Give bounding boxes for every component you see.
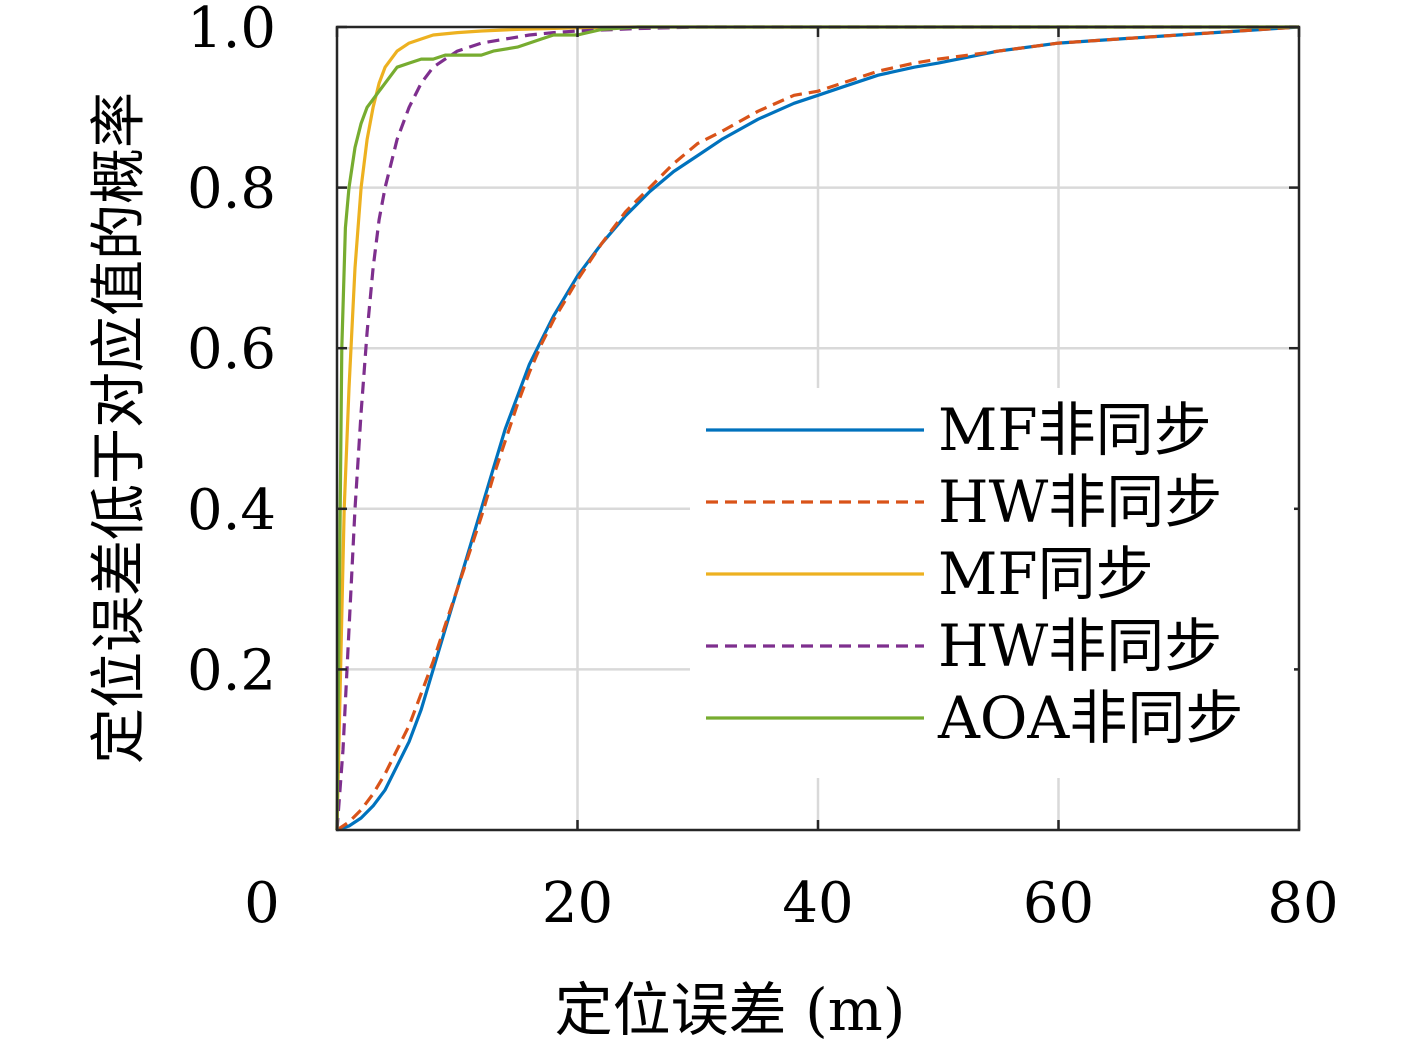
x-tick-label: 0 — [244, 871, 280, 936]
y-tick-label: 0.4 — [187, 478, 276, 543]
legend-label-3: MF同步 — [938, 540, 1154, 608]
series-line-2 — [336, 25, 1300, 832]
legend-label-2: HW非同步 — [938, 468, 1222, 536]
axis-ticks: 0 20 40 60 80 0.2 0.4 0.6 0.8 1.0 — [187, 0, 1339, 936]
legend-label-5: AOA非同步 — [937, 684, 1243, 752]
y-tick-label: 1.0 — [187, 0, 276, 61]
y-tick-label: 0.6 — [187, 317, 276, 382]
y-axis-label: 定位误差低于对应值的概率 — [87, 92, 152, 764]
y-tick-label: 0.2 — [187, 638, 276, 703]
legend-label-4: HW非同步 — [938, 612, 1222, 680]
y-tick-label: 0.8 — [187, 157, 276, 222]
x-tick-label: 60 — [1023, 871, 1094, 936]
legend-label-1: MF非同步 — [938, 396, 1212, 464]
x-tick-label: 20 — [542, 871, 613, 936]
x-tick-label: 80 — [1267, 871, 1338, 936]
series-line-1 — [336, 25, 1300, 832]
x-tick-label: 40 — [782, 871, 853, 936]
x-axis-label: 定位误差 (m) — [555, 976, 906, 1042]
legend-box — [690, 388, 1294, 778]
